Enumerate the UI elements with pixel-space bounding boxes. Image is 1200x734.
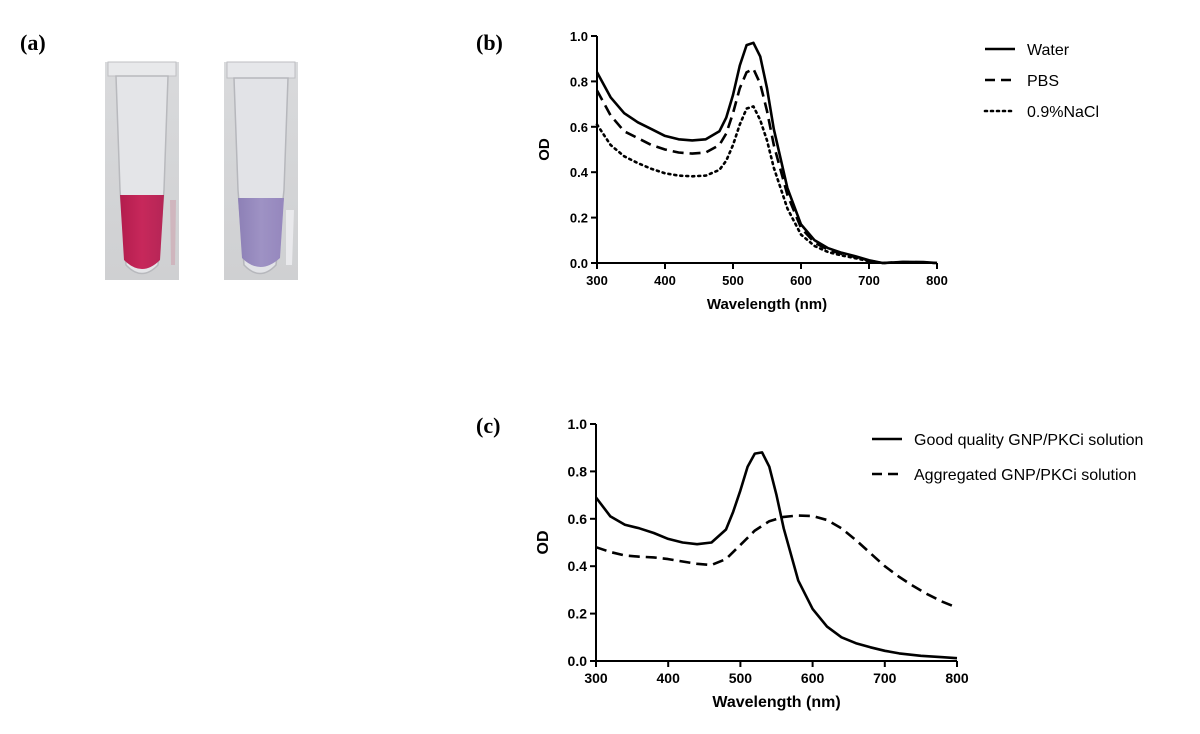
series-line-solid [594, 451, 958, 660]
panel-b-label: (b) [476, 30, 503, 55]
x-tick-label: 600 [801, 670, 825, 686]
x-tick-label: 400 [657, 670, 681, 686]
legend-label: 0.9%NaCl [1027, 104, 1099, 121]
x-tick-label: 700 [858, 273, 880, 288]
x-axis-label: Wavelength (nm) [707, 296, 827, 313]
x-tick-label: 300 [584, 670, 608, 686]
legend-label: PBS [1027, 73, 1059, 90]
series-line-dotted [595, 105, 939, 265]
x-axis-label: Wavelength (nm) [712, 694, 840, 711]
y-axis-label: OD [535, 531, 552, 555]
legend-label: Aggregated GNP/PKCi solution [914, 467, 1136, 484]
series-line-dashed [595, 67, 938, 265]
tube-photo [105, 61, 298, 280]
y-tick-label: 0.8 [568, 463, 588, 479]
x-tick-label: 300 [586, 273, 608, 288]
y-tick-label: 1.0 [570, 29, 588, 44]
x-tick-label: 800 [945, 670, 969, 686]
series-line-solid [595, 41, 938, 265]
panel-a-label: (a) [20, 30, 46, 55]
x-tick-label: 600 [790, 273, 812, 288]
series-line-dashed [595, 514, 958, 609]
y-tick-label: 0.4 [568, 558, 588, 574]
y-tick-label: 0.6 [570, 120, 588, 135]
y-tick-label: 0.4 [570, 165, 589, 180]
tube-2 [224, 61, 298, 280]
legend-label: Good quality GNP/PKCi solution [914, 432, 1143, 449]
x-tick-label: 500 [729, 670, 753, 686]
y-axis-label: OD [536, 138, 553, 161]
y-tick-label: 0.2 [568, 606, 588, 622]
y-tick-label: 0.0 [570, 256, 588, 271]
y-tick-label: 0.0 [568, 653, 588, 669]
x-tick-label: 500 [722, 273, 744, 288]
tube-1 [105, 61, 179, 280]
panel-c-label: (c) [476, 413, 501, 438]
y-tick-label: 1.0 [568, 416, 588, 432]
x-tick-label: 700 [873, 670, 897, 686]
y-tick-label: 0.8 [570, 74, 588, 89]
y-tick-label: 0.2 [570, 211, 588, 226]
x-tick-label: 800 [926, 273, 948, 288]
x-tick-label: 400 [654, 273, 676, 288]
y-tick-label: 0.6 [568, 511, 588, 527]
legend-label: Water [1027, 42, 1070, 59]
